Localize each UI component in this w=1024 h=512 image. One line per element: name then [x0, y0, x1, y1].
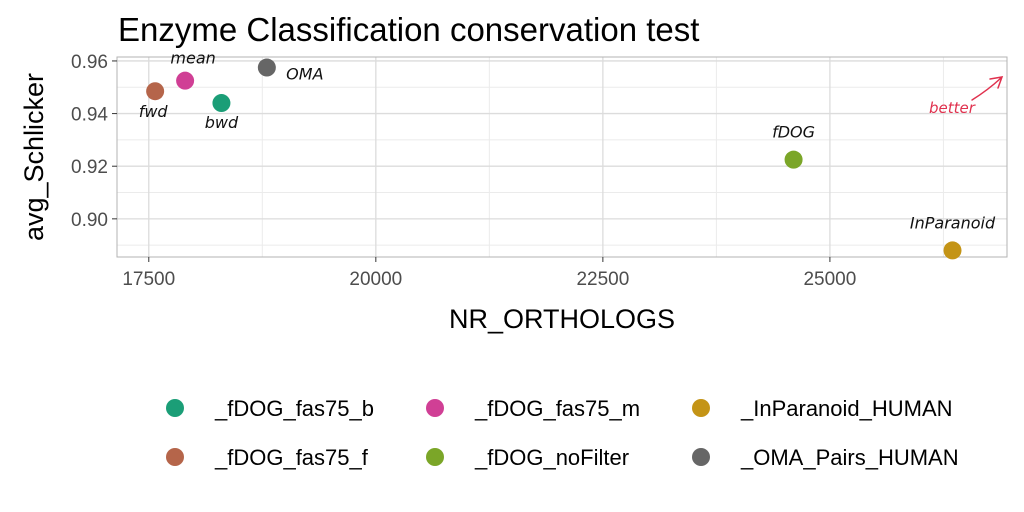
legend-item: _OMA_Pairs_HUMAN: [692, 445, 959, 470]
y-tick-label: 0.92: [71, 157, 108, 178]
legend-item: _fDOG_fas75_m: [426, 396, 640, 421]
point-annotation: InParanoid: [910, 213, 996, 232]
legend-label: _fDOG_noFilter: [474, 445, 629, 470]
legend-key: [692, 448, 710, 466]
x-tick-label: 22500: [576, 269, 629, 290]
legend-item: _fDOG_fas75_b: [166, 396, 374, 421]
legend-key: [166, 448, 184, 466]
point-annotation: fDOG: [772, 123, 815, 142]
plot-panel: [117, 57, 1007, 257]
x-tick-label: 25000: [803, 269, 856, 290]
y-tick-label: 0.96: [71, 52, 108, 73]
legend-item: _fDOG_fas75_f: [166, 445, 369, 470]
legend-key: [166, 399, 184, 417]
legend-key: [426, 448, 444, 466]
legend-label: _OMA_Pairs_HUMAN: [740, 445, 959, 470]
legend-key: [692, 399, 710, 417]
legend-item: _fDOG_noFilter: [426, 445, 629, 470]
data-point: [257, 58, 276, 77]
y-tick-label: 0.90: [71, 210, 108, 231]
point-annotation: OMA: [286, 65, 323, 84]
data-point: [146, 82, 165, 101]
better-arrow-icon: [971, 76, 1004, 101]
point-annotations: bwd mean InParanoid fwd fDOG OMA: [139, 49, 996, 233]
chart-title: Enzyme Classification conservation test: [118, 11, 699, 48]
better-annotation: better: [929, 76, 1004, 117]
x-tick-label: 20000: [349, 269, 402, 290]
y-axis: 0.90 0.92 0.94 0.96: [71, 52, 117, 231]
data-point: [176, 71, 195, 90]
data-points: [146, 58, 962, 260]
legend-item: _InParanoid_HUMAN: [692, 396, 953, 421]
point-annotation: bwd: [205, 113, 239, 132]
data-point: [943, 241, 962, 260]
data-point: [784, 150, 803, 169]
point-annotation: mean: [170, 49, 215, 68]
data-point: [212, 94, 231, 113]
legend-label: _fDOG_fas75_b: [214, 396, 374, 421]
point-annotation: fwd: [139, 102, 169, 121]
legend-label: _fDOG_fas75_m: [474, 396, 640, 421]
y-tick-label: 0.94: [71, 105, 108, 126]
x-axis-title: NR_ORTHOLOGS: [449, 304, 675, 334]
legend-key: [426, 399, 444, 417]
x-tick-label: 17500: [122, 269, 175, 290]
better-label: better: [929, 99, 976, 117]
legend-label: _fDOG_fas75_f: [214, 445, 369, 470]
x-axis: 17500 20000 22500 25000: [122, 257, 856, 290]
legend-label: _InParanoid_HUMAN: [740, 396, 953, 421]
grid-minor: [117, 57, 1007, 257]
plot-border: [116, 56, 1008, 258]
legend: _fDOG_fas75_b _fDOG_fas75_m _InParanoid_HU…: [166, 396, 959, 470]
y-axis-title: avg_Schlicker: [19, 73, 49, 241]
